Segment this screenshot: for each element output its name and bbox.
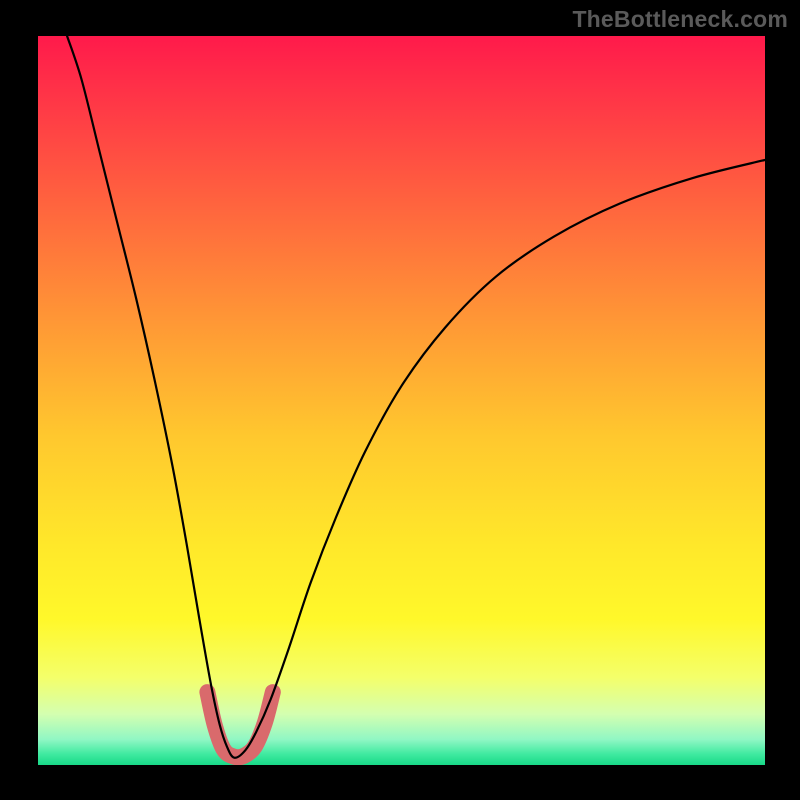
plot-area	[38, 36, 765, 765]
chart-container: TheBottleneck.com	[0, 0, 800, 800]
gradient-background	[38, 36, 765, 765]
bottleneck-chart	[38, 36, 765, 765]
watermark-text: TheBottleneck.com	[572, 6, 788, 33]
